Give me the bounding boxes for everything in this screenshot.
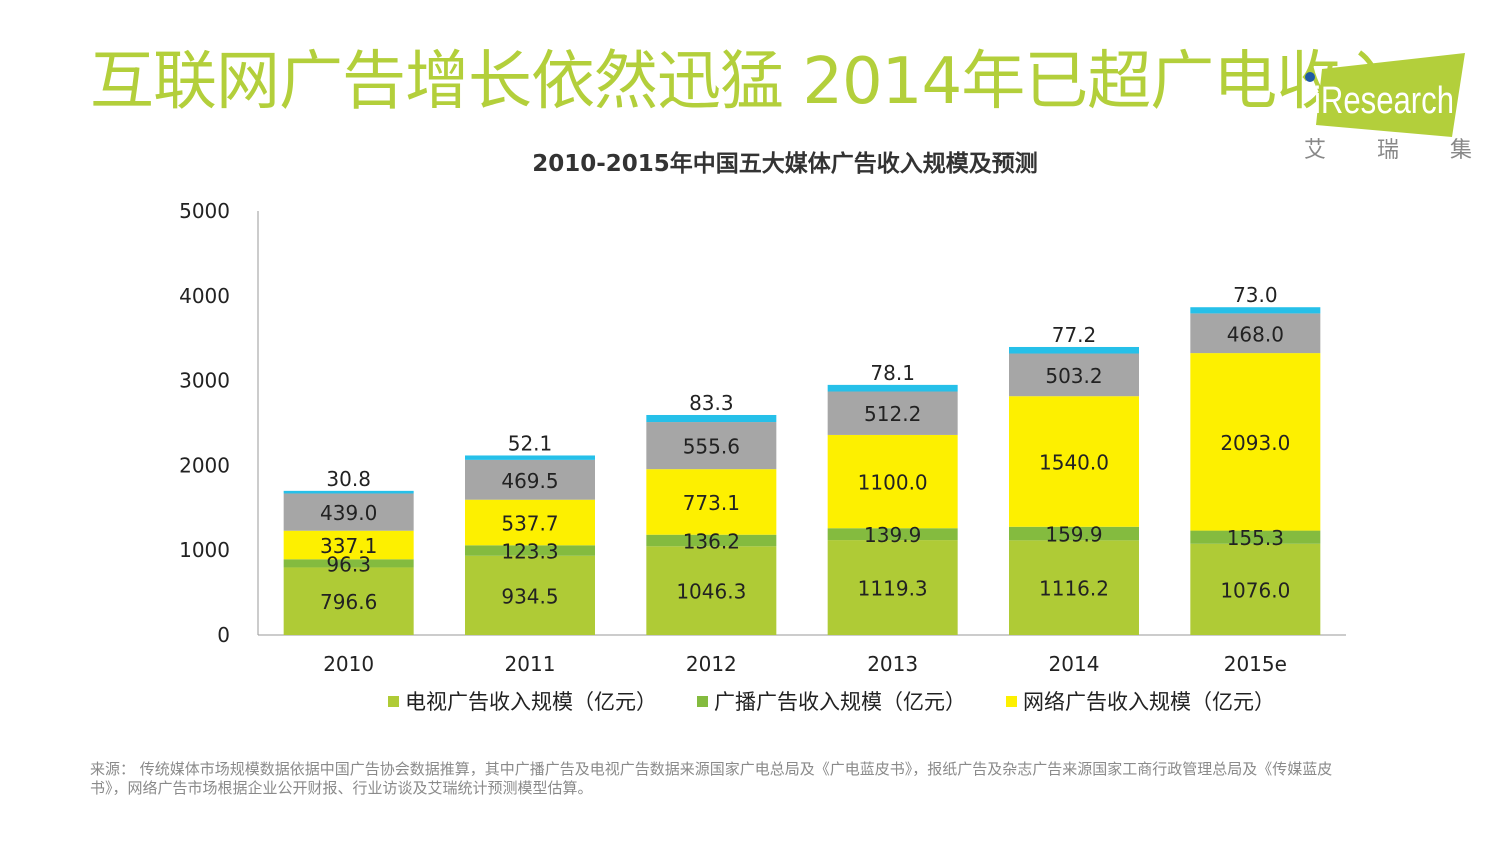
y-tick-label: 1000 xyxy=(179,538,230,562)
data-label: 773.1 xyxy=(683,491,740,515)
data-label: 1116.2 xyxy=(1039,577,1109,601)
logo-background xyxy=(1316,53,1465,137)
bar-segment xyxy=(827,528,958,541)
x-tick-label: 2011 xyxy=(505,652,556,676)
bar-segment xyxy=(646,534,777,547)
legend-item-tv: 电视广告收入规模（亿元） xyxy=(388,686,657,716)
bar-segment xyxy=(1009,353,1139,397)
bar-segment xyxy=(1009,396,1139,527)
bar-segment xyxy=(283,530,414,560)
data-label: 123.3 xyxy=(501,540,558,564)
legend-swatch-radio xyxy=(697,695,708,707)
bar-segment xyxy=(646,414,777,423)
data-label: 139.9 xyxy=(864,523,921,547)
data-label: 468.0 xyxy=(1227,322,1284,346)
data-label: 73.0 xyxy=(1233,283,1278,307)
data-label: 78.1 xyxy=(870,361,915,385)
iresearch-logo: iResearch xyxy=(1305,53,1465,137)
bar-segment xyxy=(646,469,777,535)
data-label: 1076.0 xyxy=(1220,578,1290,602)
data-label: 96.3 xyxy=(326,552,371,576)
bar-segment xyxy=(283,567,414,635)
data-label: 337.1 xyxy=(320,534,377,558)
y-tick-label: 0 xyxy=(217,623,230,647)
x-tick-label: 2010 xyxy=(323,652,374,676)
logo-text: iResearch xyxy=(1314,80,1454,122)
data-label: 83.3 xyxy=(689,391,734,415)
data-label: 439.0 xyxy=(320,501,377,525)
logo-subtitle: 艾 瑞 集 团 xyxy=(1304,138,1500,163)
bar-segment xyxy=(1009,346,1139,354)
data-label: 52.1 xyxy=(508,431,553,455)
bar-segment xyxy=(1190,530,1321,544)
data-label: 537.7 xyxy=(501,512,558,536)
bar-segment xyxy=(465,555,595,635)
chart-title: 2010-2015年中国五大媒体广告收入规模及预测 xyxy=(532,151,1038,177)
bar-segment xyxy=(283,493,414,531)
data-label: 136.2 xyxy=(683,529,740,553)
legend-label-radio: 广播广告收入规模（亿元） xyxy=(714,690,966,714)
data-label: 512.2 xyxy=(864,402,921,426)
y-tick-label: 4000 xyxy=(179,284,230,308)
bar-segment xyxy=(646,546,777,635)
axes-layer: 0 1000 2000 3000 4000 5000 2010 2011 2012 2013 201… xyxy=(179,199,1346,676)
bar-segment xyxy=(1190,313,1321,354)
bar-segment xyxy=(465,545,595,556)
bars-layer xyxy=(283,307,1321,635)
y-tick-label: 5000 xyxy=(179,199,230,223)
page-headline: 互联网广告增长依然迅猛 2014年已超广电收入 xyxy=(90,45,1403,119)
data-label: 1119.3 xyxy=(858,577,928,601)
legend-label-internet: 网络广告收入规模（亿元） xyxy=(1023,690,1275,714)
legend-item-internet: 网络广告收入规模（亿元） xyxy=(1006,686,1275,716)
data-label: 796.6 xyxy=(320,590,377,614)
data-label: 1100.0 xyxy=(858,471,928,495)
data-label: 1046.3 xyxy=(676,580,746,604)
y-tick-label: 2000 xyxy=(179,453,230,477)
y-tick-label: 3000 xyxy=(179,369,230,393)
bar-segment xyxy=(646,422,777,470)
data-label: 469.5 xyxy=(501,469,558,493)
bar-segment xyxy=(1009,540,1139,635)
logo-dot xyxy=(1305,72,1315,82)
bar-segment xyxy=(465,455,595,460)
legend-swatch-tv xyxy=(388,695,399,707)
data-label: 934.5 xyxy=(501,584,558,608)
data-label: 503.2 xyxy=(1045,364,1102,388)
data-label: 77.2 xyxy=(1052,323,1097,347)
data-label: 30.8 xyxy=(326,467,371,491)
stacked-bar-chart: 0 1000 2000 3000 4000 5000 2010 2011 2012 2013 201… xyxy=(179,199,1346,676)
bar-segment xyxy=(1009,526,1139,541)
legend-item-radio: 广播广告收入规模（亿元） xyxy=(697,686,966,716)
data-label: 2093.0 xyxy=(1220,431,1290,455)
bar-segment xyxy=(827,540,958,635)
bar-segment xyxy=(1190,543,1321,635)
x-tick-label: 2015e xyxy=(1224,652,1287,676)
legend-swatch-internet xyxy=(1006,695,1017,707)
x-tick-label: 2013 xyxy=(867,652,918,676)
bar-segment xyxy=(1190,353,1321,531)
bar-segment xyxy=(827,434,958,529)
data-label: 555.6 xyxy=(683,435,740,459)
chart-legend: 电视广告收入规模（亿元） 广播广告收入规模（亿元） 网络广告收入规模（亿元） xyxy=(388,686,1275,716)
legend-label-tv: 电视广告收入规模（亿元） xyxy=(405,690,657,714)
bar-segment xyxy=(465,459,595,500)
bar-segment xyxy=(283,490,414,494)
bar-segment xyxy=(827,384,958,392)
data-label: 159.9 xyxy=(1045,523,1102,547)
x-tick-label: 2014 xyxy=(1049,652,1100,676)
data-label: 155.3 xyxy=(1227,526,1284,550)
data-label: 1540.0 xyxy=(1039,450,1109,474)
bar-segment xyxy=(465,499,595,546)
source-note: 来源： 传统媒体市场规模数据依据中国广告协会数据推算，其中广播广告及电视广告数据… xyxy=(90,760,1333,797)
x-tick-label: 2012 xyxy=(686,652,737,676)
bar-segment xyxy=(1190,307,1321,314)
bar-segment xyxy=(827,391,958,435)
bar-segment xyxy=(283,559,414,568)
